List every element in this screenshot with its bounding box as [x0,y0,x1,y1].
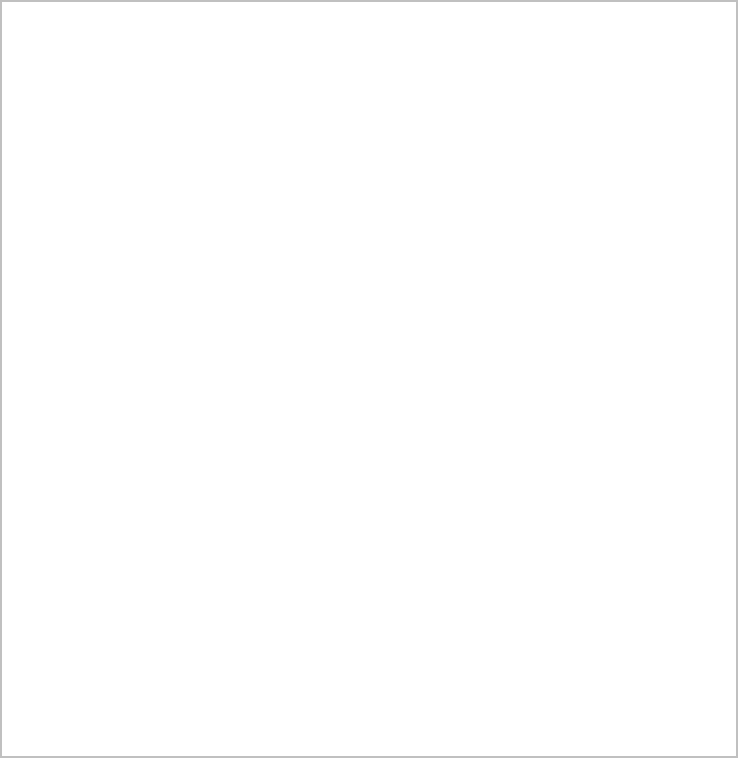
lma-figure [0,0,738,758]
plot-canvas [2,2,736,756]
